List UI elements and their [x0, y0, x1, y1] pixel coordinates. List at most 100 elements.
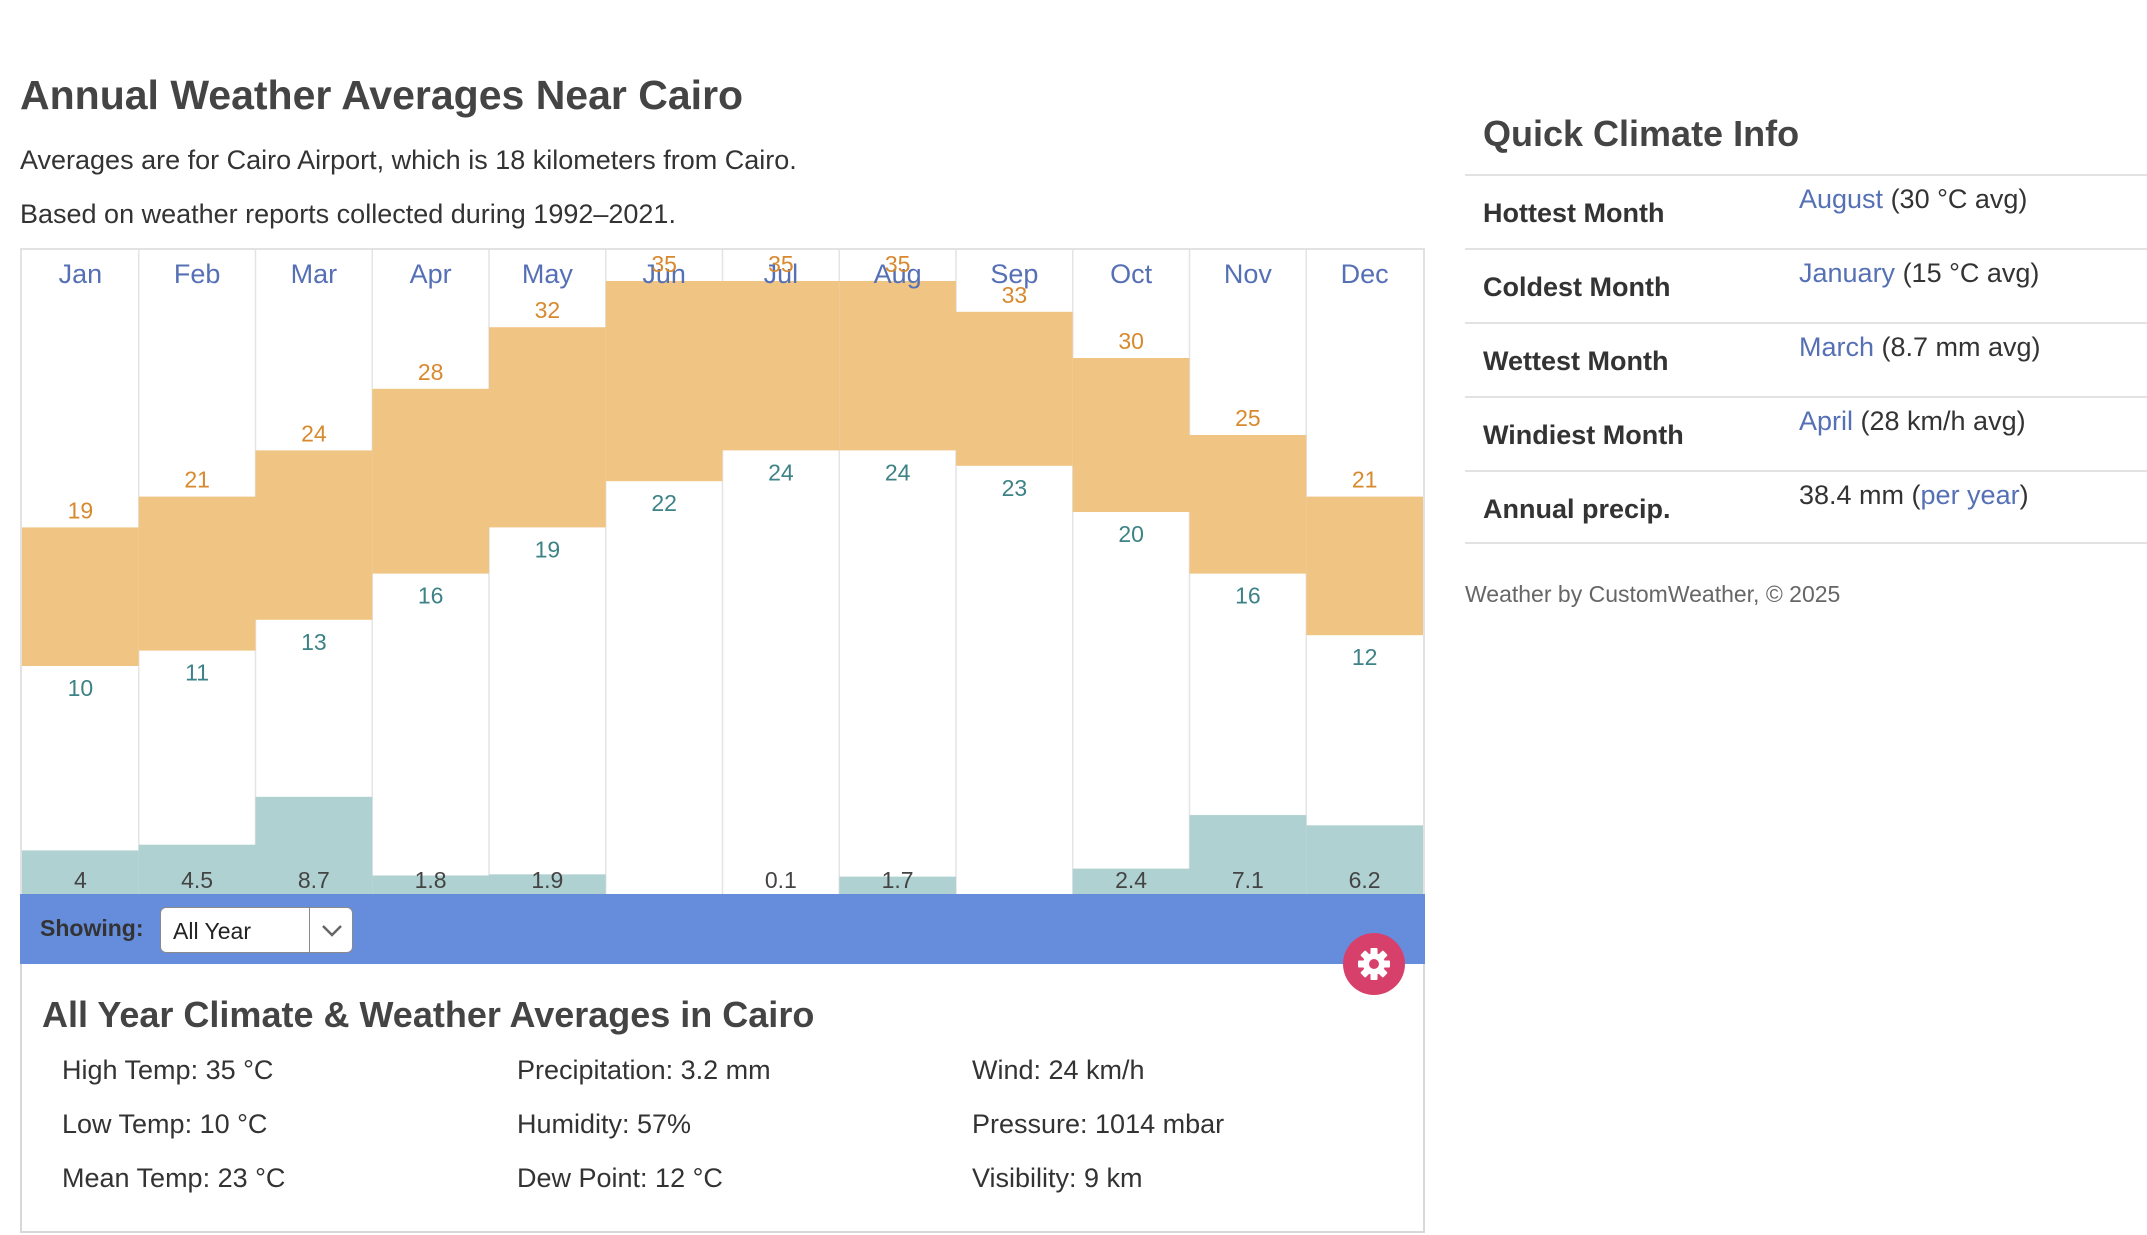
quick-row-annual-precip: Annual precip. 38.4 mm (per year)	[1465, 470, 2147, 544]
humidity-stat: Humidity: 57%	[517, 1109, 692, 1139]
gear-icon	[1358, 948, 1390, 980]
low-temp-label: 13	[301, 629, 327, 655]
quick-row-hottest: Hottest Month August (30 °C avg)	[1465, 174, 2147, 248]
high-temp-label: 30	[1118, 328, 1144, 354]
high-temp-label: 21	[184, 467, 210, 493]
averages-title: All Year Climate & Weather Averages in C…	[42, 994, 815, 1035]
precip-value-label: 2.4	[1115, 867, 1147, 893]
monthly-climate-chart: Jan 19 10 4 Feb 21 11 4.5 Mar 24 13 8.7 Apr 28 16 1.8 Ma…	[20, 248, 1425, 896]
quick-row-detail: (8.7 mm avg)	[1874, 332, 2041, 362]
windiest-month-link[interactable]: April	[1799, 406, 1854, 436]
settings-button[interactable]	[1343, 933, 1405, 995]
per-year-link[interactable]: per year	[1920, 480, 2020, 510]
low-temp-stat: Low Temp: 10 °C	[62, 1109, 268, 1139]
showing-filter-bar: Showing: All Year	[20, 894, 1425, 964]
quick-row-label: Wettest Month	[1483, 346, 1669, 376]
quick-row-label: Hottest Month	[1483, 198, 1665, 228]
precip-value-label: 0.1	[765, 867, 797, 893]
low-temp-label: 23	[1002, 475, 1028, 501]
temp-bar-jun	[605, 281, 723, 482]
quick-row-value: April (28 km/h avg)	[1799, 406, 2026, 437]
pressure-stat: Pressure: 1014 mbar	[972, 1109, 1225, 1139]
coldest-month-link[interactable]: January	[1799, 258, 1896, 288]
temp-bar-jul	[722, 281, 840, 451]
temp-bar-aug	[839, 281, 956, 451]
precip-value-label: 8.7	[298, 867, 330, 893]
dew-point-stat: Dew Point: 12 °C	[517, 1163, 723, 1193]
temp-bar-mar	[255, 450, 373, 620]
quick-row-value: 38.4 mm (per year)	[1799, 480, 2029, 511]
temp-bar-feb	[138, 496, 256, 651]
precip-value-label: 1.7	[882, 867, 914, 893]
quick-row-label: Annual precip.	[1483, 494, 1671, 524]
annual-precip-suffix: )	[2019, 480, 2029, 510]
quick-row-coldest: Coldest Month January (15 °C avg)	[1465, 248, 2147, 322]
page-title: Annual Weather Averages Near Cairo	[20, 72, 744, 118]
precip-bar-aug	[839, 876, 956, 896]
select-divider	[309, 908, 310, 952]
low-temp-label: 19	[535, 536, 561, 562]
low-temp-label: 22	[651, 490, 677, 516]
precip-bar-apr	[372, 875, 489, 896]
precip-bar-jan	[22, 850, 139, 896]
low-temp-label: 10	[68, 675, 94, 701]
wind-stat: Wind: 24 km/h	[972, 1055, 1145, 1085]
precip-bar-feb	[138, 844, 256, 896]
month-label-nov: Nov	[1224, 259, 1273, 289]
high-temp-label: 35	[885, 251, 911, 277]
period-select[interactable]: All Year	[160, 907, 353, 953]
month-label-apr: Apr	[410, 259, 452, 289]
month-label-aug: Aug	[874, 259, 922, 289]
temp-bar-oct	[1072, 358, 1190, 512]
precip-bar-mar	[255, 796, 373, 896]
high-temp-label: 25	[1235, 405, 1261, 431]
high-temp-label: 19	[68, 497, 94, 523]
temp-bar-sep	[956, 311, 1073, 466]
low-temp-label: 16	[418, 583, 444, 609]
precip-value-label: 4.5	[181, 867, 213, 893]
precip-value-label: 1.9	[531, 867, 563, 893]
showing-label: Showing:	[40, 915, 144, 941]
month-label-jun: Jun	[642, 259, 686, 289]
quick-row-label: Coldest Month	[1483, 272, 1671, 302]
weather-credit: Weather by CustomWeather, © 2025	[1465, 581, 1841, 607]
month-label-sep: Sep	[990, 259, 1038, 289]
month-label-jan: Jan	[59, 259, 103, 289]
mean-temp-stat: Mean Temp: 23 °C	[62, 1163, 286, 1193]
temp-bar-apr	[372, 388, 489, 574]
quick-row-label: Windiest Month	[1483, 420, 1684, 450]
hottest-month-link[interactable]: August	[1799, 184, 1884, 214]
temp-bar-dec	[1306, 496, 1423, 636]
quick-row-wettest: Wettest Month March (8.7 mm avg)	[1465, 322, 2147, 396]
high-temp-label: 32	[535, 297, 561, 323]
low-temp-label: 24	[885, 459, 911, 485]
month-label-feb: Feb	[174, 259, 221, 289]
precip-bar-dec	[1306, 825, 1423, 896]
temp-bar-may	[489, 327, 606, 528]
intro-period-note: Based on weather reports collected durin…	[20, 199, 676, 229]
high-temp-label: 21	[1352, 467, 1378, 493]
precip-bar-nov	[1189, 815, 1307, 896]
low-temp-label: 24	[768, 459, 794, 485]
precip-bar-may	[489, 874, 606, 896]
high-temp-label: 35	[768, 251, 794, 277]
wettest-month-link[interactable]: March	[1799, 332, 1875, 362]
low-temp-label: 12	[1352, 644, 1378, 670]
quick-row-detail: (15 °C avg)	[1895, 258, 2040, 288]
annual-precip-amount: 38.4 mm (	[1799, 480, 1921, 510]
chart-svg: Jan 19 10 4 Feb 21 11 4.5 Mar 24 13 8.7 Apr 28 16 1.8 Ma…	[22, 250, 1423, 896]
visibility-stat: Visibility: 9 km	[972, 1163, 1143, 1193]
precipitation-stat: Precipitation: 3.2 mm	[517, 1055, 771, 1085]
high-temp-label: 35	[651, 251, 677, 277]
high-temp-stat: High Temp: 35 °C	[62, 1055, 274, 1085]
quick-row-windiest: Windiest Month April (28 km/h avg)	[1465, 396, 2147, 470]
period-select-value: All Year	[173, 918, 252, 944]
quick-climate-title: Quick Climate Info	[1483, 113, 1800, 154]
month-label-oct: Oct	[1110, 259, 1153, 289]
high-temp-label: 28	[418, 359, 444, 385]
quick-climate-table: Hottest Month August (30 °C avg) Coldest…	[1465, 174, 2147, 544]
precip-value-label: 6.2	[1349, 867, 1381, 893]
quick-row-value: March (8.7 mm avg)	[1799, 332, 2041, 363]
month-label-may: May	[522, 259, 574, 289]
temp-bar-jan	[22, 527, 139, 666]
